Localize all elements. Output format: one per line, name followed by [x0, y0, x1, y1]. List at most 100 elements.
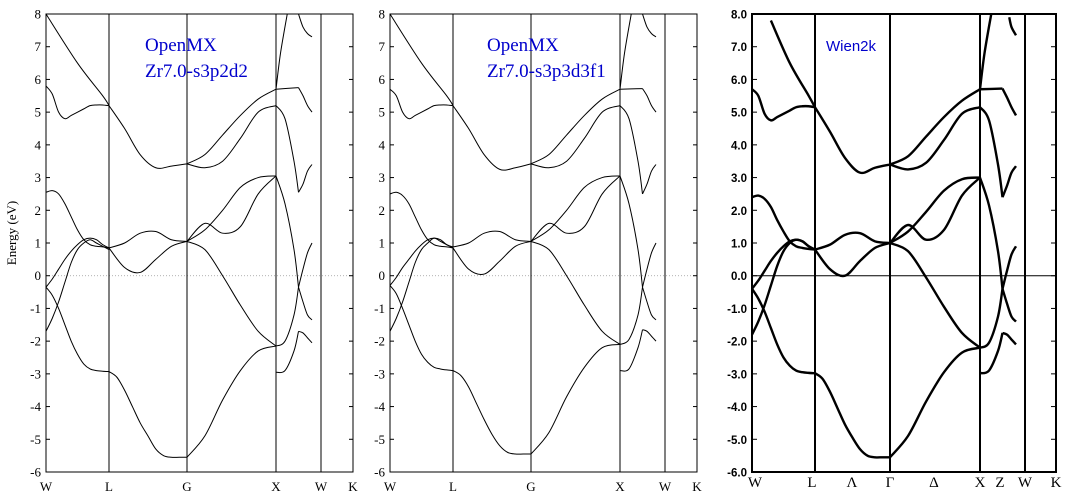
- k-point-label: X: [271, 479, 281, 494]
- k-point-label: Z: [995, 475, 1004, 491]
- bands: [390, 14, 657, 455]
- band-line-8: [452, 240, 532, 276]
- band-line-23: [298, 242, 313, 288]
- band-line-26: [298, 164, 313, 193]
- y-tick-label: -3.0: [727, 369, 747, 381]
- y-tick-label: -1.0: [727, 304, 747, 316]
- band-line-27: [1001, 88, 1018, 116]
- band-line-15: [530, 105, 621, 169]
- band-line-6: [390, 14, 454, 106]
- band-line-26: [1001, 165, 1017, 198]
- band-line-17: [979, 288, 1004, 349]
- k-point-label: G: [526, 479, 535, 494]
- band-line-17: [275, 287, 299, 347]
- y-tick-label: 0: [35, 268, 42, 283]
- band-line-10: [813, 106, 891, 175]
- band-line-25: [298, 330, 313, 344]
- band-line-3: [390, 237, 454, 286]
- y-tick-label: 1.0: [731, 239, 747, 251]
- band-line-26: [642, 164, 657, 195]
- band-line-27: [298, 87, 313, 113]
- band-line-15: [186, 105, 277, 169]
- y-tick-label: -4: [374, 399, 385, 414]
- band-line-17: [619, 287, 643, 345]
- band-line-6: [46, 14, 110, 106]
- k-point-label: W: [384, 479, 397, 494]
- k-point-label: Δ: [929, 475, 939, 491]
- band-line-14: [186, 175, 277, 242]
- band-line-21: [979, 87, 1003, 91]
- y-tick-label: -1: [30, 301, 41, 316]
- band-line-24: [298, 287, 313, 321]
- k-point-label: K: [692, 479, 702, 494]
- y-tick-label: -1: [374, 301, 385, 316]
- band-line-5: [752, 88, 816, 122]
- band-line-28: [642, 14, 657, 38]
- band-line-28: [1008, 17, 1018, 36]
- y-tick-label: 0.0: [731, 271, 747, 283]
- panel-annotation: Wien2k: [826, 38, 877, 55]
- y-tick-label: 3: [35, 170, 42, 185]
- y-tick-label: -5: [374, 432, 385, 447]
- band-line-20: [275, 105, 299, 193]
- k-point-label: K: [1051, 475, 1062, 491]
- band-line-3: [752, 238, 816, 290]
- k-point-label: Λ: [847, 475, 858, 491]
- band-line-14: [530, 175, 621, 242]
- y-tick-label: 4.0: [731, 140, 747, 152]
- y-tick-label: 2: [35, 203, 42, 218]
- band-line-23: [642, 242, 657, 288]
- band-line-15: [889, 106, 981, 171]
- y-tick-label: -5.0: [727, 435, 747, 447]
- y-tick-label: 1: [379, 236, 386, 251]
- band-line-9: [814, 231, 891, 251]
- band-panel-3: 8.0 7.0 6.0 5.0 4.0 3.0 2.0 1.0 0.0 -1.0 -2.0 -3.0 -…: [727, 10, 1061, 492]
- k-point-label: W: [748, 475, 763, 491]
- band-line-19: [619, 175, 643, 288]
- y-tick-label: -6.0: [727, 468, 747, 480]
- k-point-label: L: [807, 475, 816, 491]
- y-tick-label: 5: [35, 105, 42, 120]
- band-line-18: [619, 329, 643, 372]
- band-line-21: [619, 88, 643, 90]
- band-line-11: [530, 343, 621, 455]
- band-line-4: [46, 190, 110, 249]
- y-tick-label: 7: [379, 39, 386, 54]
- y-tick-label: 6.0: [731, 75, 747, 87]
- band-line-16: [530, 88, 621, 165]
- y-tick-label: -3: [30, 366, 41, 381]
- bands: [752, 14, 1018, 459]
- band-line-11: [889, 346, 981, 459]
- band-line-13: [530, 175, 621, 242]
- band-line-8: [814, 241, 891, 278]
- band-line-2: [46, 286, 110, 373]
- k-point-label: W: [40, 479, 53, 494]
- y-tick-label: 6: [35, 72, 42, 87]
- band-line-7: [814, 372, 890, 459]
- band-line-21: [275, 87, 299, 90]
- band-line-13: [889, 176, 981, 245]
- y-tick-label: 5.0: [731, 108, 747, 120]
- band-line-25: [642, 329, 657, 342]
- k-point-label: X: [975, 475, 986, 491]
- band-line-23: [1001, 245, 1018, 290]
- k-point-label: W: [659, 479, 672, 494]
- y-tick-label: 3.0: [731, 173, 747, 185]
- k-point-label: L: [449, 479, 457, 494]
- y-tick-label: -2: [30, 334, 41, 349]
- band-line-7: [108, 371, 187, 458]
- panel-annotation: OpenMX: [145, 35, 217, 56]
- band-line-20: [979, 106, 1004, 198]
- band-line-1: [752, 238, 816, 336]
- band-line-9: [452, 230, 532, 248]
- y-tick-label: 6: [379, 72, 386, 87]
- k-point-label: X: [615, 479, 625, 494]
- bands: [46, 14, 313, 458]
- band-line-19: [978, 177, 1004, 289]
- band-line-5: [46, 85, 110, 120]
- band-line-1: [390, 237, 454, 332]
- y-tick-label: -3: [374, 366, 385, 381]
- k-point-label: K: [348, 479, 358, 494]
- y-tick-label: -6: [374, 465, 385, 480]
